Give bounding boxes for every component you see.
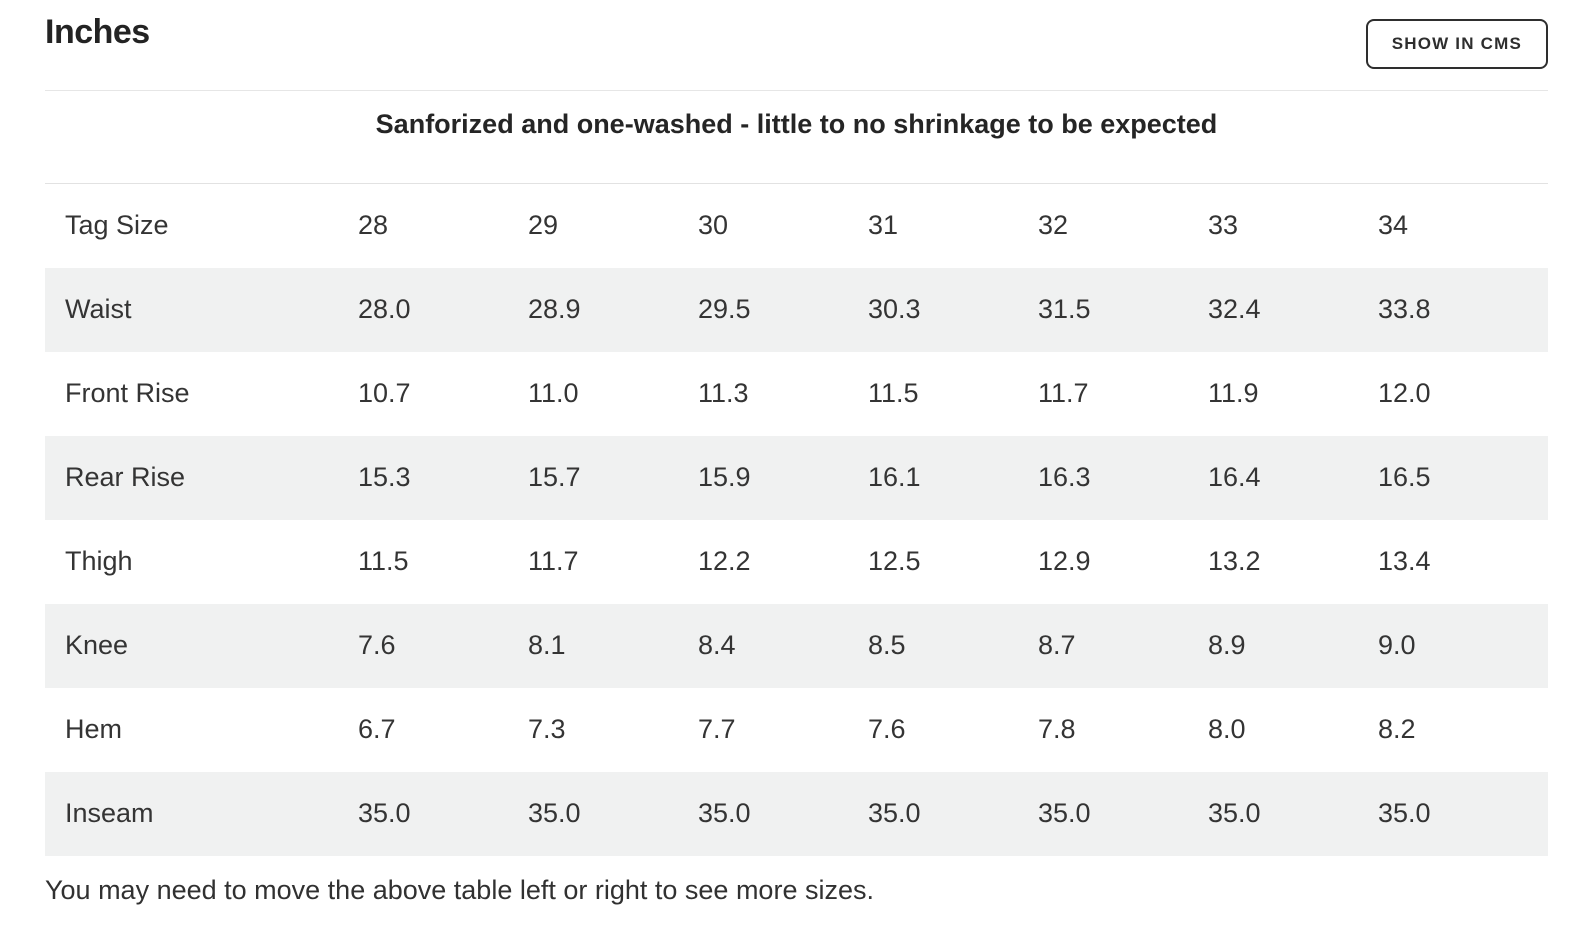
table-cell: 6.7 (358, 714, 396, 744)
table-row: Rear Rise 15.3 15.7 15.9 16.1 16.3 16.4 16.5 (45, 435, 1548, 520)
table-cell: 28 (358, 210, 389, 241)
row-label: Front Rise (65, 378, 190, 408)
row-label: Inseam (65, 798, 154, 828)
page-header: Inches SHOW IN CMS (45, 0, 1548, 91)
size-table: Tag Size 28 29 30 31 32 33 34 Waist 28.0 28.9 29.5 3… (45, 183, 1548, 856)
table-cell: 11.5 (868, 378, 919, 408)
table-cell: 9.0 (1378, 630, 1416, 660)
table-cell: 30.3 (868, 294, 921, 324)
show-in-cms-button[interactable]: SHOW IN CMS (1365, 19, 1548, 69)
table-cell: 12.9 (1038, 546, 1091, 576)
table-cell: 13.4 (1378, 546, 1431, 576)
table-cell: 28.0 (358, 294, 411, 324)
table-cell: 35.0 (1208, 798, 1261, 828)
row-label: Thigh (65, 546, 133, 576)
table-cell: 8.4 (698, 630, 736, 660)
table-cell: 32.4 (1208, 294, 1261, 324)
table-cell: 16.4 (1208, 462, 1261, 492)
size-table-scroll[interactable]: Tag Size 28 29 30 31 32 33 34 Waist 28.0 28.9 29.5 3… (45, 183, 1548, 856)
table-cell: 11.7 (1038, 378, 1089, 408)
table-cell: 10.7 (358, 378, 411, 408)
shrinkage-note: Sanforized and one-washed - little to no… (375, 109, 1218, 139)
size-table-body: Tag Size 28 29 30 31 32 33 34 Waist 28.0 28.9 29.5 3… (45, 184, 1548, 856)
table-cell: 35.0 (1378, 798, 1431, 828)
table-cell: 7.6 (868, 714, 906, 744)
table-cell: 13.2 (1208, 546, 1261, 576)
table-cell: 8.7 (1038, 630, 1076, 660)
row-label: Waist (65, 294, 132, 324)
table-cell: 15.9 (698, 462, 751, 492)
table-row: Knee 7.6 8.1 8.4 8.5 8.7 8.9 9.0 (45, 603, 1548, 688)
table-cell: 11.5 (358, 546, 409, 576)
table-cell: 12.2 (698, 546, 751, 576)
table-cell: 33.8 (1378, 294, 1431, 324)
table-cell: 15.7 (528, 462, 581, 492)
table-cell: 8.5 (868, 630, 906, 660)
table-cell: 8.2 (1378, 714, 1416, 744)
table-cell: 11.3 (698, 378, 749, 408)
table-cell: 8.9 (1208, 630, 1246, 660)
table-cell: 33 (1208, 210, 1239, 241)
table-cell: 28.9 (528, 294, 581, 324)
scroll-hint-text: You may need to move the above table lef… (45, 874, 874, 905)
table-cell: 35.0 (358, 798, 411, 828)
table-cell: 31 (868, 210, 899, 241)
table-cell: 8.0 (1208, 714, 1246, 744)
table-row: Front Rise 10.7 11.0 11.3 11.5 11.7 11.9 12.0 (45, 352, 1548, 436)
table-cell: 30 (698, 210, 729, 241)
row-label: Tag Size (65, 210, 169, 241)
table-cell: 35.0 (698, 798, 751, 828)
table-row: Inseam 35.0 35.0 35.0 35.0 35.0 35.0 35.0 (45, 771, 1548, 856)
table-cell: 7.3 (528, 714, 566, 744)
table-cell: 7.8 (1038, 714, 1076, 744)
table-cell: 11.7 (528, 546, 579, 576)
table-cell: 35.0 (868, 798, 921, 828)
table-row: Waist 28.0 28.9 29.5 30.3 31.5 32.4 33.8 (45, 267, 1548, 352)
table-cell: 35.0 (528, 798, 581, 828)
table-cell: 29.5 (698, 294, 751, 324)
table-cell: 8.1 (528, 630, 566, 660)
table-cell: 34 (1378, 210, 1409, 241)
row-label: Knee (65, 630, 129, 660)
table-cell: 16.5 (1378, 462, 1431, 492)
table-row: Thigh 11.5 11.7 12.2 12.5 12.9 13.2 13.4 (45, 520, 1548, 604)
table-cell: 15.3 (358, 462, 411, 492)
table-cell: 32 (1038, 210, 1069, 241)
page-title: Inches (45, 13, 150, 51)
table-row: Hem 6.7 7.3 7.7 7.6 7.8 8.0 8.2 (45, 688, 1548, 772)
row-label: Rear Rise (65, 462, 186, 492)
table-cell: 7.7 (698, 714, 736, 744)
table-cell: 7.6 (358, 630, 396, 660)
table-row: Tag Size 28 29 30 31 32 33 34 (45, 184, 1548, 268)
table-cell: 31.5 (1038, 294, 1091, 324)
table-cell: 29 (528, 210, 559, 241)
table-cell: 11.0 (528, 378, 579, 408)
table-cell: 12.5 (868, 546, 921, 576)
table-cell: 12.0 (1378, 378, 1431, 408)
row-label: Hem (65, 714, 123, 744)
table-cell: 11.9 (1208, 378, 1259, 408)
table-cell: 16.3 (1038, 462, 1091, 492)
table-cell: 35.0 (1038, 798, 1091, 828)
table-cell: 16.1 (868, 462, 921, 492)
